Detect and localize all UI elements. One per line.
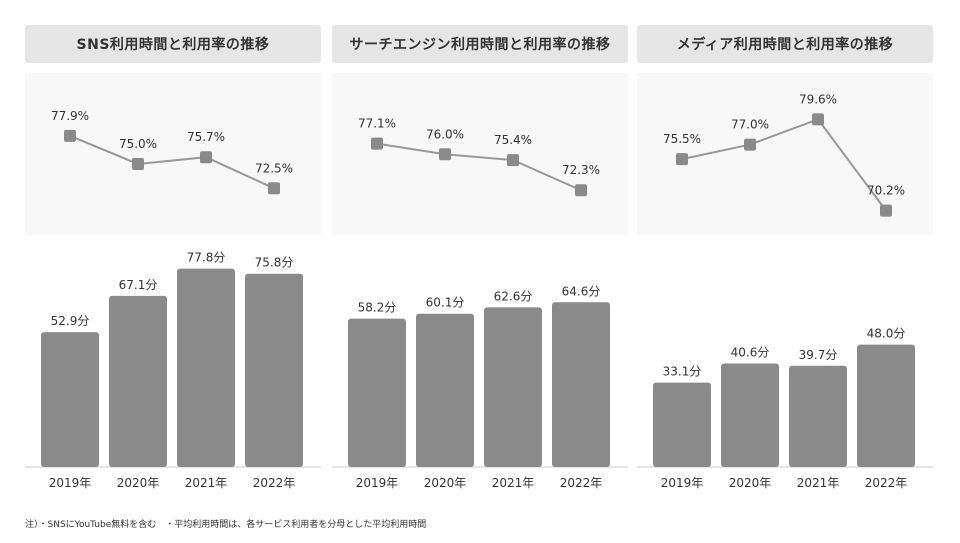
bar-value-label: 52.9分 — [51, 314, 90, 328]
bar — [484, 307, 542, 467]
bar-value-label: 40.6分 — [731, 345, 770, 359]
search-engine-chart: 58.2分 2019年 60.1分 2020年 62.6分 2021年 64.6分 2022年… — [332, 117, 628, 490]
x-tick-label: 2022年 — [865, 476, 908, 490]
rate-value-label: 76.0% — [426, 127, 464, 141]
rate-marker — [812, 113, 824, 126]
rate-marker — [371, 137, 383, 150]
rate-value-label: 79.6% — [799, 92, 837, 106]
media-chart: 33.1分 2019年 40.6分 2020年 39.7分 2021年 48.0分 2022年… — [637, 92, 933, 490]
x-tick-label: 2020年 — [424, 476, 467, 490]
bar-value-label: 60.1分 — [426, 296, 465, 310]
rate-line — [681, 118, 887, 212]
rate-marker — [880, 204, 892, 217]
x-tick-label: 2019年 — [661, 476, 704, 490]
rate-marker — [64, 129, 76, 142]
rate-value-label: 70.2% — [867, 184, 905, 198]
media-panel-title: メディア利用時間と利用率の推移 — [637, 25, 933, 63]
rate-marker — [744, 138, 756, 151]
rate-value-label: 72.3% — [562, 163, 600, 177]
sns-panel: SNS利用時間と利用率の推移 52.9分 2019年 67.1分 2020年 77.8分… — [25, 0, 321, 500]
sns-panel-title: SNS利用時間と利用率の推移 — [25, 25, 321, 63]
rate-value-label: 77.0% — [731, 118, 769, 132]
bar — [653, 382, 711, 467]
bar-value-label: 48.0分 — [867, 327, 906, 341]
bar — [177, 268, 235, 467]
x-tick-label: 2021年 — [492, 476, 535, 490]
rate-value-label: 75.7% — [187, 130, 225, 144]
rate-marker — [268, 182, 280, 195]
search-engine-panel-title: サーチエンジン利用時間と利用率の推移 — [332, 25, 628, 63]
rate-line — [376, 142, 582, 192]
bar — [245, 273, 303, 467]
rate-marker — [132, 158, 144, 170]
rate-value-label: 75.0% — [119, 137, 157, 151]
bar-value-label: 75.8分 — [255, 256, 294, 270]
x-tick-label: 2020年 — [117, 476, 160, 490]
bar — [348, 318, 406, 467]
rate-marker — [676, 153, 688, 166]
bar — [857, 344, 915, 467]
rate-value-label: 72.5% — [255, 161, 293, 175]
x-tick-label: 2020年 — [729, 476, 772, 490]
bar-value-label: 62.6分 — [494, 289, 533, 303]
rate-value-label: 75.5% — [663, 132, 701, 146]
search-engine-rate-chart-area — [332, 73, 628, 235]
bar — [552, 302, 610, 467]
rate-value-label: 77.1% — [358, 117, 396, 131]
bar-value-label: 67.1分 — [119, 278, 158, 292]
media-panel: メディア利用時間と利用率の推移 33.1分 2019年 40.6分 2020年 39.7… — [637, 0, 933, 500]
x-tick-label: 2022年 — [253, 476, 296, 490]
rate-marker — [200, 151, 212, 164]
footnote: 注）・SNSにYouTube無料を含む ・平均利用時間は、各サービス利用者を分母… — [25, 520, 427, 530]
bar — [721, 363, 779, 467]
x-tick-label: 2022年 — [560, 476, 603, 490]
sns-rate-chart-area — [25, 73, 321, 235]
search-engine-panel: サーチエンジン利用時間と利用率の推移 58.2分 2019年 60.1分 2020年 6… — [332, 0, 628, 500]
bar — [109, 295, 167, 467]
rate-value-label: 75.4% — [494, 133, 532, 147]
rate-marker — [575, 184, 587, 197]
bar-value-label: 77.8分 — [187, 251, 226, 265]
x-tick-label: 2019年 — [49, 476, 92, 490]
bar-value-label: 39.7分 — [799, 348, 838, 362]
bar-value-label: 33.1分 — [663, 365, 702, 379]
x-tick-label: 2021年 — [185, 476, 228, 490]
x-tick-label: 2021年 — [797, 476, 840, 490]
sns-chart: 52.9分 2019年 67.1分 2020年 77.8分 2021年 75.8分 2022年… — [25, 109, 321, 490]
bar — [41, 332, 99, 467]
bar — [416, 313, 474, 467]
rate-marker — [507, 154, 519, 167]
bar-value-label: 64.6分 — [562, 284, 601, 298]
rate-line — [69, 134, 275, 190]
bar-value-label: 58.2分 — [358, 301, 397, 315]
bar — [789, 365, 847, 467]
rate-value-label: 77.9% — [51, 109, 89, 123]
rate-marker — [439, 148, 451, 161]
x-tick-label: 2019年 — [356, 476, 399, 490]
